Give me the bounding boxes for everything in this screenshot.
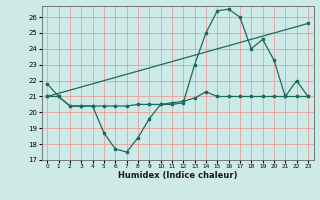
X-axis label: Humidex (Indice chaleur): Humidex (Indice chaleur) (118, 171, 237, 180)
